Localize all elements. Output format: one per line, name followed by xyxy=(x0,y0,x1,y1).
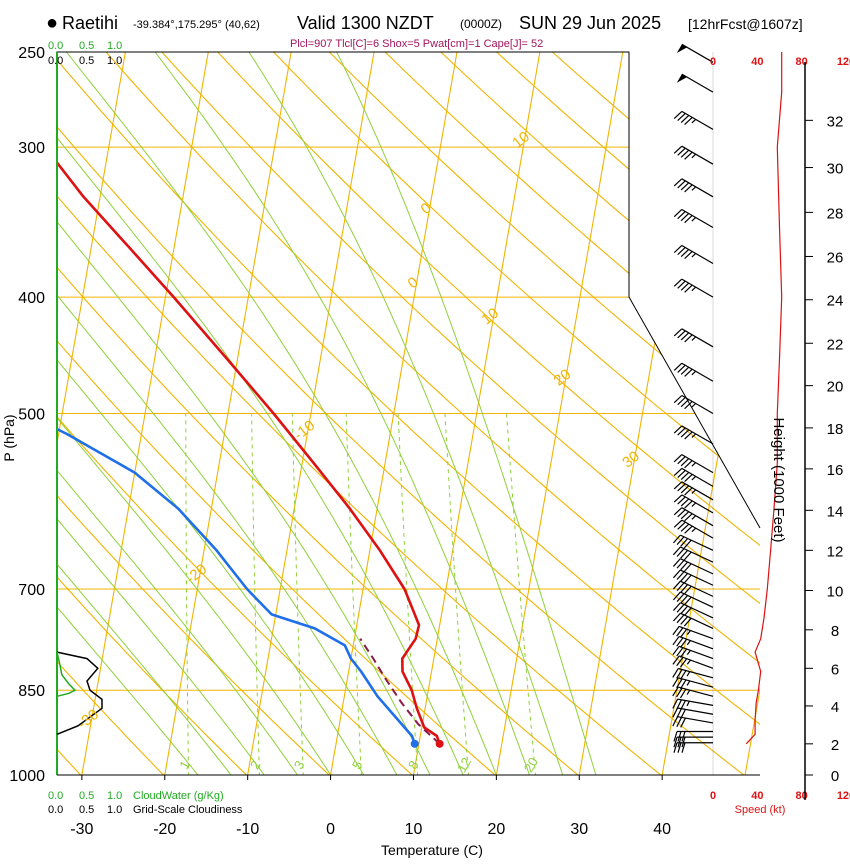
temperature-tick-label: -30 xyxy=(70,821,93,838)
cloudwater-bottom-1: 0.5 xyxy=(79,790,94,802)
valid-time: Valid 1300 NZDT xyxy=(297,13,434,33)
wind-barb-staff xyxy=(682,363,713,381)
pressure-tick-label: 700 xyxy=(18,582,45,599)
cloudwater-label: CloudWater (g/Kg) xyxy=(133,790,224,802)
pressure-tick-label: 1000 xyxy=(9,768,45,785)
speed-tick-label-bottom: 80 xyxy=(796,790,808,802)
cloudiness-bottom-0: 0.0 xyxy=(48,804,63,816)
wind-barb-half xyxy=(692,337,696,341)
temperature-tick-label: 0 xyxy=(326,821,335,838)
cloudiness-label: Grid-Scale Cloudiness xyxy=(133,804,243,816)
height-tick-label: 2 xyxy=(831,737,839,754)
wind-barb xyxy=(674,146,713,164)
temperature-tick-label: -20 xyxy=(153,821,176,838)
height-tick-label: 0 xyxy=(831,768,839,785)
wind-barb-staff xyxy=(682,279,713,297)
wind-barb-staff xyxy=(682,146,713,164)
height-tick-label: 22 xyxy=(827,336,844,353)
cloudwater-bottom-2: 1.0 xyxy=(107,790,122,802)
utc-time: (0000Z) xyxy=(460,17,502,31)
speed-tick-label-top: 40 xyxy=(751,56,763,68)
wind-barb xyxy=(677,74,713,92)
surface-temperature-point xyxy=(436,740,444,748)
speed-tick-label-top: 80 xyxy=(796,56,808,68)
height-tick-label: 30 xyxy=(827,161,844,178)
wind-barb-staff xyxy=(682,209,713,227)
wind-barb-staff xyxy=(682,245,713,263)
wind-barb-half xyxy=(692,287,696,291)
speed-tick-label-bottom: 0 xyxy=(710,790,716,802)
x-axis-title: Temperature (C) xyxy=(381,842,483,858)
speed-tick-label-bottom: 40 xyxy=(751,790,763,802)
cloudiness-bottom-2: 1.0 xyxy=(107,804,122,816)
cloudwater-top-2: 1.0 xyxy=(107,40,122,52)
height-tick-label: 10 xyxy=(827,583,844,600)
pressure-tick-label: 400 xyxy=(18,290,45,307)
cloudwater-top-0: 0.0 xyxy=(48,40,63,52)
cloudiness-bottom-1: 0.5 xyxy=(79,804,94,816)
wind-barb-half xyxy=(692,404,696,408)
wind-barb-half xyxy=(692,154,696,158)
cloudiness-top-2: 1.0 xyxy=(107,55,122,67)
station-bullet: ● xyxy=(46,12,58,34)
wind-barb-half xyxy=(692,253,696,257)
y-axis-title: P (hPa) xyxy=(1,414,17,461)
wind-barb-staff xyxy=(682,111,713,129)
height-axis-title: Height (1000 Feet) xyxy=(770,417,787,542)
wind-barb xyxy=(674,245,713,263)
temperature-tick-label: -10 xyxy=(236,821,259,838)
wind-barb xyxy=(674,111,713,129)
temperature-tick-label: 30 xyxy=(570,821,588,838)
wind-barb-staff xyxy=(682,329,713,347)
height-tick-label: 6 xyxy=(831,661,839,678)
wind-barb-staff xyxy=(682,179,713,197)
cloudiness-top-1: 0.5 xyxy=(79,55,94,67)
temperature-tick-label: 40 xyxy=(653,821,671,838)
height-tick-label: 16 xyxy=(827,462,844,479)
cloudwater-top-1: 0.5 xyxy=(79,40,94,52)
forecast-info: [12hrFcst@1607z] xyxy=(688,16,803,32)
station-coords: -39.384°,175.295° (40,62) xyxy=(133,19,260,31)
height-tick-label: 32 xyxy=(827,113,844,130)
wind-barb-flag xyxy=(677,74,687,83)
pressure-tick-label: 850 xyxy=(18,683,45,700)
speed-tick-label-bottom: 120 xyxy=(837,790,850,802)
speed-axis-title: Speed (kt) xyxy=(735,804,786,816)
wind-barb-half xyxy=(692,217,696,221)
wind-barb xyxy=(674,209,713,227)
height-tick-label: 20 xyxy=(827,379,844,396)
station-name: Raetihi xyxy=(62,13,118,33)
cloudwater-bottom-0: 0.0 xyxy=(48,790,63,802)
height-tick-label: 26 xyxy=(827,249,844,266)
valid-date: SUN 29 Jun 2025 xyxy=(519,13,661,33)
wind-barb-half xyxy=(692,187,696,191)
speed-tick-label-top: 0 xyxy=(710,56,716,68)
height-tick-label: 4 xyxy=(831,699,839,716)
wind-barb xyxy=(674,363,713,381)
pressure-tick-label: 250 xyxy=(18,45,45,62)
surface-dewpoint-point xyxy=(411,740,419,748)
temperature-tick-label: 10 xyxy=(405,821,423,838)
height-tick-label: 14 xyxy=(827,503,844,520)
wind-barb xyxy=(674,279,713,297)
height-tick-label: 18 xyxy=(827,421,844,438)
wind-barb xyxy=(677,44,713,62)
cloudiness-top-0: 0.0 xyxy=(48,55,63,67)
wind-barb-flag xyxy=(677,44,687,53)
wind-barb-half xyxy=(692,119,696,123)
wind-barb xyxy=(674,179,713,197)
wind-barb-half xyxy=(692,371,696,375)
height-tick-label: 24 xyxy=(827,293,844,310)
temperature-tick-label: 20 xyxy=(487,821,505,838)
height-tick-label: 12 xyxy=(827,543,844,560)
pressure-tick-label: 300 xyxy=(18,140,45,157)
wind-barb xyxy=(674,329,713,347)
height-tick-label: 8 xyxy=(831,623,839,640)
pressure-tick-label: 500 xyxy=(18,407,45,424)
height-tick-label: 28 xyxy=(827,205,844,222)
stability-indices: Plcl=907 Tlcl[C]=6 Shox=5 Pwat[cm]=1 Cap… xyxy=(290,38,543,50)
speed-tick-label-top: 120 xyxy=(837,56,850,68)
